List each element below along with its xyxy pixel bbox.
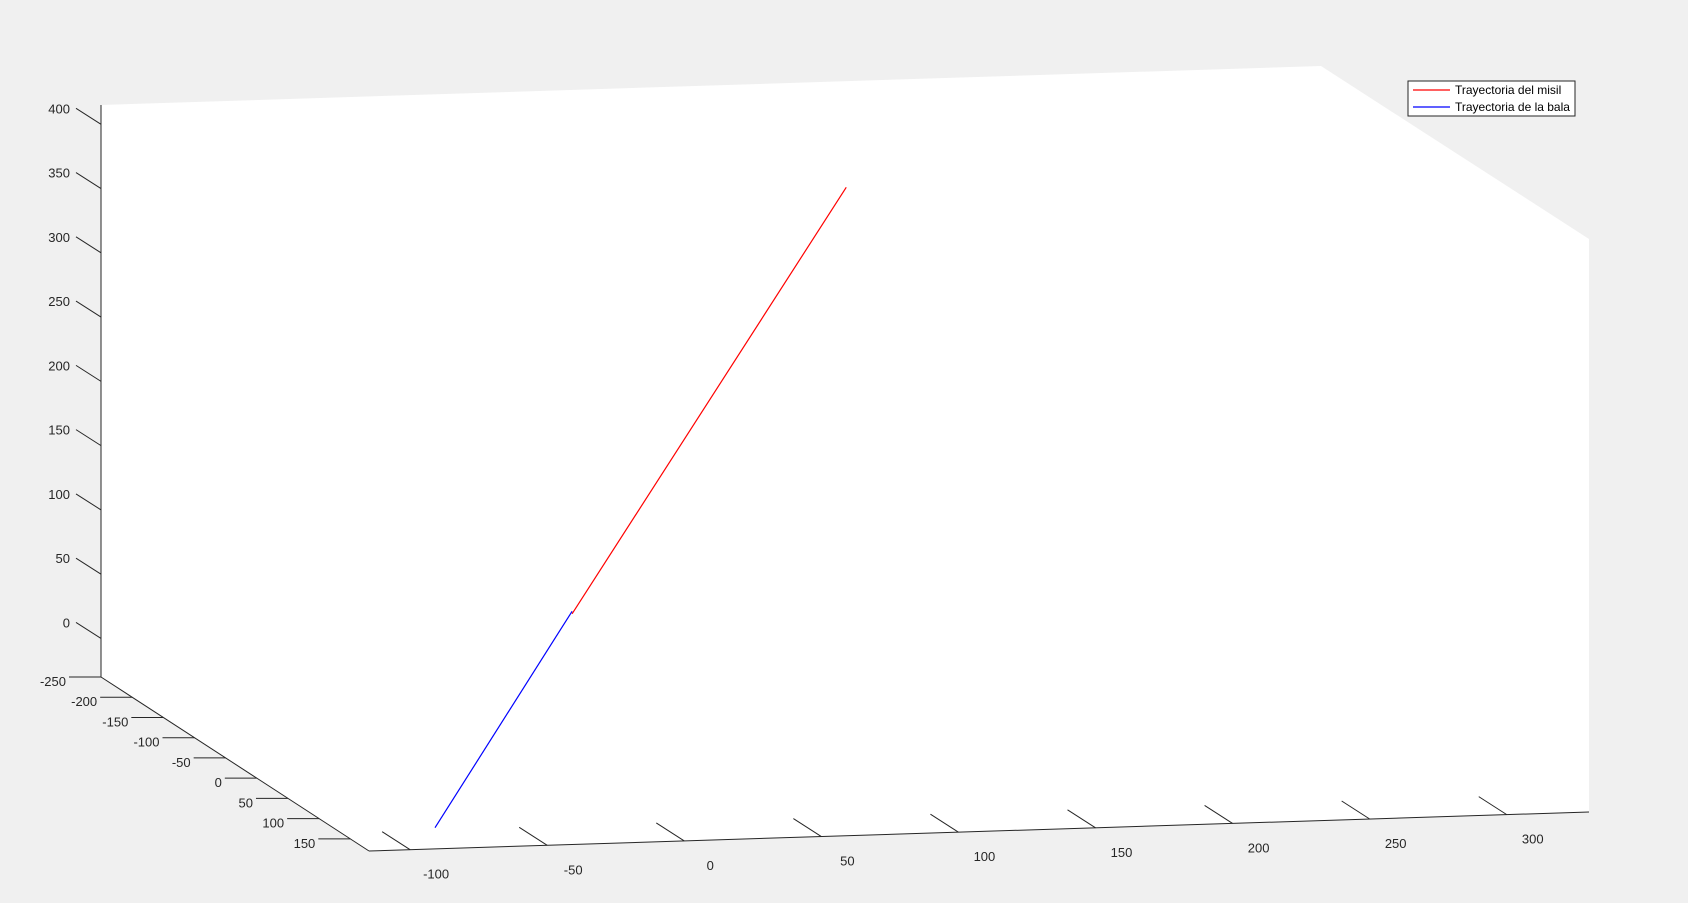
y-tick-label: -150 xyxy=(102,714,128,729)
z-tick-mark xyxy=(75,429,102,447)
x-tick-label: 200 xyxy=(1248,840,1270,855)
legend-box xyxy=(1407,80,1576,117)
y-tick-label: -200 xyxy=(71,694,97,709)
x-tick-label: 100 xyxy=(974,849,996,864)
x-tick-mark xyxy=(1067,809,1096,829)
legend-label-bala: Trayectoria de la bala xyxy=(1455,100,1570,114)
legend-label-misil: Trayectoria del misil xyxy=(1455,83,1561,97)
series-layer xyxy=(434,186,847,829)
axes-background xyxy=(101,66,1589,851)
x-tick-mark xyxy=(518,826,548,846)
z-tick-mark xyxy=(75,236,102,254)
z-tick-mark xyxy=(75,493,102,511)
legend[interactable]: Trayectoria del misil Trayectoria de la … xyxy=(1407,80,1576,117)
z-tick-mark xyxy=(75,107,102,125)
x-tick-mark xyxy=(1204,804,1233,824)
series-line-misil xyxy=(571,186,847,615)
z-tick-mark xyxy=(75,300,102,318)
z-tick-mark xyxy=(75,172,102,189)
y-tick-label: 50 xyxy=(239,795,253,810)
x-axis-line xyxy=(368,811,1590,852)
x-tick-label: 50 xyxy=(840,854,854,869)
z-axis-ticks: 0 50 100 150 200 250 300 350 400 xyxy=(48,101,102,639)
axis-lines xyxy=(100,105,1590,852)
z-tick-label: 50 xyxy=(56,551,70,566)
y-tick-label: 0 xyxy=(215,775,222,790)
y-axis-ticks: -250 -200 -150 -100 -50 0 50 100 150 xyxy=(40,674,351,851)
y-tick-label: -250 xyxy=(40,674,66,689)
series-line-bala xyxy=(434,610,573,829)
x-tick-label: 250 xyxy=(1385,836,1407,851)
y-tick-label: -50 xyxy=(172,755,191,770)
y-axis-line xyxy=(100,676,370,852)
x-tick-label: -50 xyxy=(564,862,583,877)
y-tick-label: 150 xyxy=(294,836,316,851)
x-tick-label: -100 xyxy=(423,867,449,882)
y-tick-label: -100 xyxy=(133,735,159,750)
z-tick-label: 250 xyxy=(48,294,70,309)
x-tick-mark xyxy=(1478,796,1508,816)
x-tick-mark xyxy=(1341,800,1370,820)
z-tick-label: 0 xyxy=(63,615,70,630)
z-tick-mark xyxy=(75,364,102,382)
z-tick-label: 300 xyxy=(48,230,70,245)
x-tick-label: 0 xyxy=(707,858,714,873)
x-tick-label: 150 xyxy=(1111,845,1133,860)
x-tick-mark xyxy=(930,813,959,833)
x-tick-label: 300 xyxy=(1522,832,1544,847)
z-tick-label: 200 xyxy=(48,358,70,373)
x-tick-mark xyxy=(381,831,411,851)
x-axis-ticks: -100 -50 0 50 100 150 200 250 300 xyxy=(381,796,1544,882)
z-tick-label: 350 xyxy=(48,166,70,181)
z-tick-mark xyxy=(75,557,102,575)
z-tick-label: 150 xyxy=(48,423,70,438)
z-tick-label: 400 xyxy=(48,101,70,116)
y-tick-label: 100 xyxy=(262,816,284,831)
z-tick-mark xyxy=(75,622,102,639)
z-tick-label: 100 xyxy=(48,487,70,502)
x-tick-mark xyxy=(656,822,685,842)
x-tick-mark xyxy=(793,818,822,837)
